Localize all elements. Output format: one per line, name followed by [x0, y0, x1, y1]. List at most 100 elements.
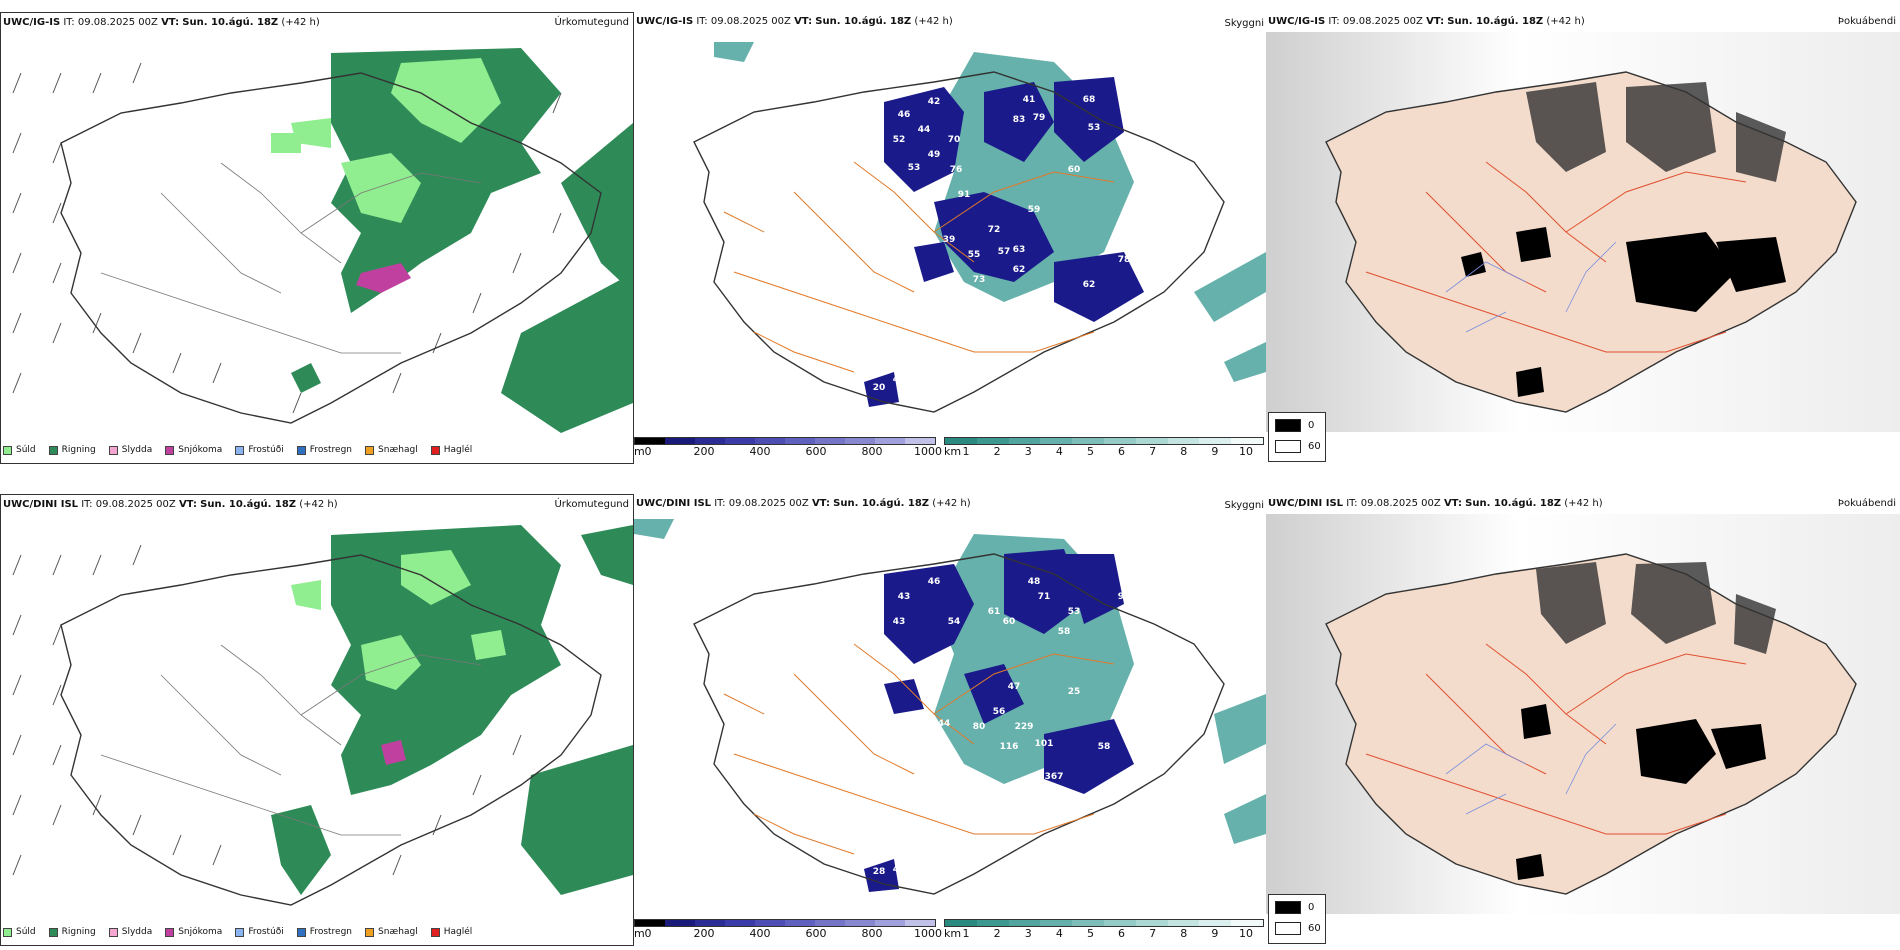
colorbar-tick-label: 1000 — [914, 927, 942, 940]
panel-title: UWC/DINI ISL IT: 09.08.2025 00Z VT: Sun.… — [636, 498, 971, 509]
wind-barbs — [12, 62, 602, 414]
legend-item-snjókoma: Snjókoma — [165, 445, 222, 455]
fog-map — [1266, 32, 1900, 432]
legend-swatch — [3, 445, 12, 455]
legend-label: Rigning — [61, 445, 96, 455]
roads — [1365, 161, 1747, 353]
ceiling-value-label: 52 — [893, 135, 906, 145]
ceiling-unit: m — [634, 445, 645, 458]
ceiling-value-label: 44 — [918, 125, 931, 135]
fog-legend-swatch-light — [1275, 440, 1301, 453]
ceiling-value-label: 49 — [928, 657, 941, 667]
legend-swatch — [235, 927, 245, 937]
legend-swatch — [48, 927, 58, 937]
colorbar-tick-label: 8 — [1180, 927, 1188, 940]
legend-swatch — [235, 445, 245, 455]
fog-legend-min: 60 — [1275, 922, 1321, 935]
ceiling-colorbar-segment — [785, 438, 815, 444]
visibility-colorbar-segment — [976, 438, 1009, 444]
precip-legend: Súld Rigning Slydda Snjókoma Frostúði Frostre… — [3, 440, 485, 460]
iceland-coastline — [60, 554, 602, 906]
ceiling-value-label: 70 — [948, 135, 961, 145]
visibility-colorbar-segment — [1135, 920, 1168, 926]
colorbar-tick-label: 3 — [1024, 445, 1032, 458]
colorbar-tick-label: 200 — [693, 445, 715, 458]
ceiling-colorbar-segment — [635, 438, 665, 444]
colorbar-tick-label: 4 — [1055, 927, 1063, 940]
ceiling-visibility-panel-row1: UWC/IG-IS IT: 09.08.2025 00Z VT: Sun. 10… — [634, 12, 1266, 464]
panel-field-name: Þokuábendi — [1837, 16, 1896, 27]
colorbar-tick-label: 6 — [1118, 927, 1126, 940]
colorbar-tick-label: 800 — [861, 927, 883, 940]
visibility-colorbar-segment — [1199, 920, 1232, 926]
ceiling-value-label: 46 — [928, 577, 941, 587]
legend-item-snjókoma: Snjókoma — [165, 927, 222, 937]
roads — [100, 162, 482, 354]
ceiling-colorbar-segment — [755, 438, 785, 444]
ceiling-colorbar: m 0 200 400 600 800 1000 — [634, 919, 944, 946]
ceiling-colorbar-segment — [665, 438, 695, 444]
precip-map — [12, 48, 633, 433]
fog-legend-max: 0 — [1275, 419, 1314, 432]
ceiling-colorbar-segment — [695, 438, 725, 444]
legend-swatch — [108, 445, 118, 455]
ceiling-value-label: 63 — [1013, 245, 1026, 255]
colorbar-tick-label: 9 — [1211, 445, 1219, 458]
ceiling-value-label: 60 — [1068, 165, 1081, 175]
ceiling-value-label: 42 — [893, 865, 906, 875]
ceiling-value-label: 78 — [1118, 255, 1131, 265]
ceiling-map: 42 46 52 44 49 53 70 83 79 41 68 53 76 60 91 59 39 55 57 63… — [693, 42, 1266, 413]
drizzle-area — [291, 550, 506, 690]
ceiling-value-label: 53 — [1068, 607, 1081, 617]
colorbar-tick-label: 7 — [1149, 445, 1157, 458]
legend-label: Frostregn — [309, 927, 353, 937]
precip-type-panel-row2: UWC/DINI ISL IT: 09.08.2025 00Z VT: Sun.… — [0, 494, 634, 946]
colorbar-tick-label: 600 — [805, 927, 827, 940]
ceiling-value-label: 62 — [1013, 265, 1026, 275]
fog-areas — [1536, 562, 1776, 654]
colorbar-tick-label: 1000 — [914, 445, 942, 458]
visibility-colorbar-segment — [945, 438, 977, 444]
legend-label: Frostúði — [248, 445, 284, 455]
colorbar-tick-label: 0 — [644, 927, 652, 940]
legend-item-snæhagl: Snæhagl — [365, 445, 418, 455]
ceiling-value-label: 79 — [1033, 113, 1046, 123]
ceiling-colorbar-scale — [634, 919, 936, 927]
ceiling-colorbar-segment — [815, 438, 845, 444]
ceiling-value-label: 62 — [1083, 280, 1096, 290]
ceiling-value-label: 43 — [898, 592, 911, 602]
colorbar-tick-label: 0 — [644, 445, 652, 458]
legend-item-frostúði: Frostúði — [235, 927, 284, 937]
legend-swatch — [365, 927, 375, 937]
visibility-colorbar-segment — [1231, 438, 1263, 444]
visibility-colorbar: km 1 2 3 4 5 6 7 8 9 10 — [944, 919, 1266, 946]
panel-title: UWC/IG-IS IT: 09.08.2025 00Z VT: Sun. 10… — [636, 16, 953, 27]
legend-label: Snæhagl — [378, 927, 418, 937]
ceiling-value-label: 20 — [873, 383, 886, 393]
colorbar-tick-label: 1 — [962, 927, 970, 940]
colorbar-tick-label: 5 — [1086, 445, 1094, 458]
panel-title: UWC/IG-IS IT: 09.08.2025 00Z VT: Sun. 10… — [1268, 16, 1585, 27]
ceiling-value-label: 229 — [1015, 722, 1034, 732]
visibility-colorbar-segment — [1103, 438, 1136, 444]
ceiling-value-label: 83 — [1013, 115, 1026, 125]
panel-field-name: Skyggni — [1224, 500, 1264, 511]
ceiling-value-label: 57 — [998, 247, 1011, 257]
dense-fog-areas — [1516, 704, 1766, 880]
visibility-unit: km — [944, 927, 962, 940]
colorbar-tick-label: 5 — [1086, 927, 1094, 940]
ceiling-colorbar-segment — [845, 920, 875, 926]
ceiling-value-label: 60 — [1003, 617, 1016, 627]
ceiling-value-label: 56 — [993, 707, 1006, 717]
ceiling-value-label: 101 — [1035, 739, 1054, 749]
ceiling-visibility-panel-row2: UWC/DINI ISL IT: 09.08.2025 00Z VT: Sun.… — [634, 494, 1266, 946]
ceiling-value-label: 43 — [893, 617, 906, 627]
ceiling-value-label: 72 — [988, 225, 1001, 235]
visibility-colorbar-segment — [1231, 920, 1263, 926]
legend-item-rigning: Rigning — [48, 445, 96, 455]
roads — [723, 643, 1115, 855]
ceiling-value-label: 59 — [1028, 205, 1041, 215]
fog-legend-swatch-light — [1275, 922, 1301, 935]
fog-legend: 0 60 — [1268, 412, 1326, 462]
colorbar-tick-label: 8 — [1180, 445, 1188, 458]
